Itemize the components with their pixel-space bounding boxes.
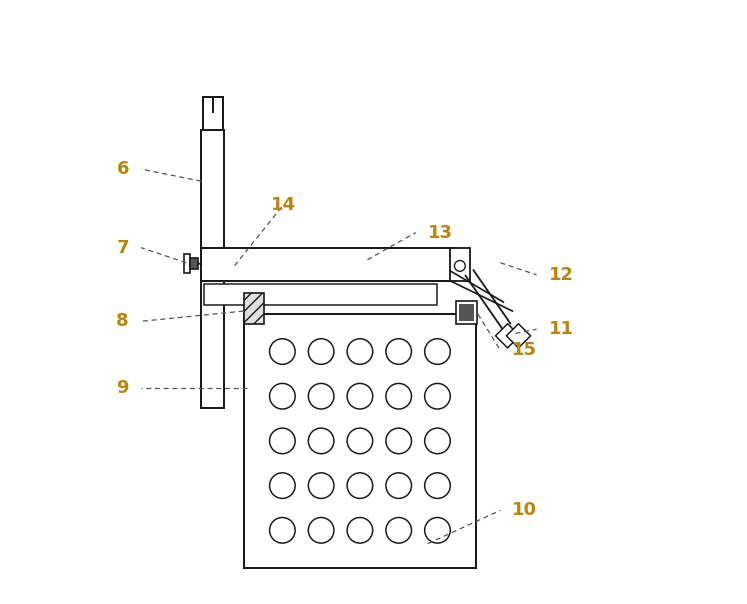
- Bar: [244, 293, 264, 324]
- Circle shape: [270, 518, 295, 543]
- Text: 11: 11: [548, 320, 574, 338]
- Circle shape: [386, 428, 412, 454]
- Circle shape: [454, 260, 465, 271]
- Circle shape: [347, 339, 373, 364]
- Circle shape: [386, 473, 412, 498]
- Text: 15: 15: [512, 341, 537, 359]
- Circle shape: [270, 428, 295, 454]
- Circle shape: [309, 339, 334, 364]
- Circle shape: [309, 473, 334, 498]
- Bar: [459, 304, 474, 321]
- Circle shape: [424, 339, 450, 364]
- Circle shape: [386, 518, 412, 543]
- Bar: [456, 301, 477, 324]
- Bar: [244, 314, 476, 568]
- Circle shape: [424, 473, 450, 498]
- Circle shape: [270, 384, 295, 409]
- Bar: [185, 254, 190, 273]
- Circle shape: [309, 384, 334, 409]
- Bar: [450, 248, 470, 281]
- Text: 14: 14: [271, 196, 296, 214]
- Circle shape: [347, 428, 373, 454]
- Text: 7: 7: [117, 239, 129, 257]
- Circle shape: [347, 473, 373, 498]
- Circle shape: [270, 339, 295, 364]
- Circle shape: [270, 473, 295, 498]
- Text: 6: 6: [117, 160, 129, 178]
- Circle shape: [309, 428, 334, 454]
- Polygon shape: [495, 324, 520, 348]
- Circle shape: [424, 428, 450, 454]
- Circle shape: [424, 384, 450, 409]
- Bar: [202, 248, 455, 281]
- Text: 8: 8: [117, 312, 129, 330]
- Polygon shape: [506, 324, 530, 348]
- Circle shape: [347, 384, 373, 409]
- Text: 13: 13: [428, 223, 453, 242]
- Bar: [190, 257, 198, 269]
- Bar: [202, 130, 224, 408]
- Text: 9: 9: [117, 379, 129, 397]
- Circle shape: [347, 518, 373, 543]
- Circle shape: [309, 518, 334, 543]
- Circle shape: [386, 339, 412, 364]
- Text: 10: 10: [512, 501, 537, 519]
- Circle shape: [386, 384, 412, 409]
- Circle shape: [424, 518, 450, 543]
- Text: 12: 12: [548, 266, 574, 284]
- Bar: [205, 284, 437, 305]
